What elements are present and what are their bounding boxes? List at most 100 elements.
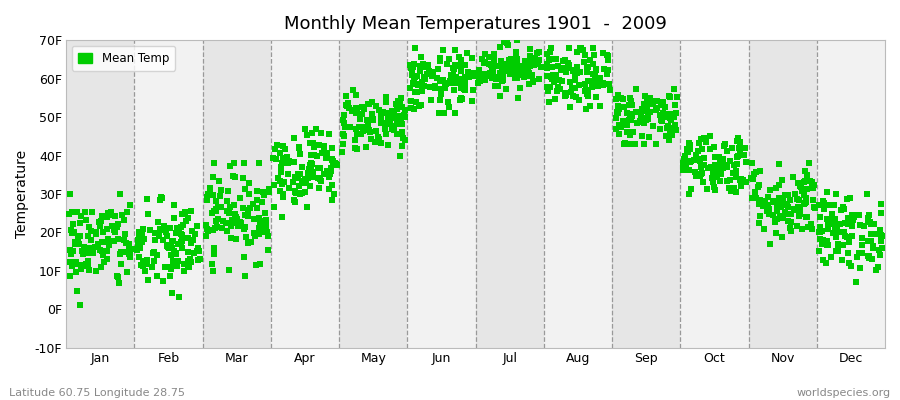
Point xyxy=(82,224,96,230)
Point xyxy=(122,247,136,253)
Point xyxy=(373,107,387,113)
Point xyxy=(670,127,684,133)
Point xyxy=(210,224,224,230)
Point xyxy=(786,174,800,180)
Point xyxy=(211,216,225,223)
Point xyxy=(385,125,400,132)
Point xyxy=(578,88,592,95)
Point xyxy=(175,232,189,238)
Point xyxy=(728,189,742,195)
Point xyxy=(511,64,526,71)
Point xyxy=(199,222,213,229)
Point xyxy=(661,122,675,129)
Point xyxy=(135,230,149,236)
Point xyxy=(328,160,342,167)
Point xyxy=(700,186,715,192)
Point xyxy=(659,111,673,117)
Point xyxy=(313,165,328,171)
Point xyxy=(389,101,403,108)
Point xyxy=(184,208,198,214)
Point xyxy=(139,258,153,265)
Point xyxy=(639,117,653,123)
Point xyxy=(122,251,137,257)
Point xyxy=(661,125,675,132)
Point xyxy=(568,84,582,91)
Point xyxy=(544,45,558,51)
Point xyxy=(361,100,375,107)
Point xyxy=(806,179,820,186)
Point xyxy=(410,89,424,95)
Point xyxy=(857,222,871,229)
Point xyxy=(464,69,479,76)
Point xyxy=(362,127,376,133)
Point xyxy=(338,93,353,99)
Point xyxy=(484,75,499,81)
Point xyxy=(695,170,709,176)
Point xyxy=(378,126,392,132)
Point xyxy=(779,202,794,208)
Point xyxy=(184,258,199,265)
Point xyxy=(516,68,530,75)
Point xyxy=(778,211,792,217)
Point xyxy=(396,135,410,142)
Point xyxy=(617,122,632,128)
Point xyxy=(350,131,365,137)
Point xyxy=(688,172,703,179)
Point xyxy=(831,242,845,248)
Point xyxy=(392,152,407,159)
Point xyxy=(496,72,510,78)
Point xyxy=(510,58,525,65)
Point xyxy=(281,171,295,177)
Point xyxy=(146,250,160,256)
Point xyxy=(227,220,241,226)
Point xyxy=(837,229,851,235)
Bar xyxy=(749,40,817,348)
Point xyxy=(398,136,412,143)
Point xyxy=(275,180,290,187)
Point xyxy=(509,37,524,43)
Point xyxy=(436,110,451,116)
Point xyxy=(336,116,350,123)
Point xyxy=(474,72,489,79)
Point xyxy=(397,112,411,118)
Point xyxy=(842,239,856,245)
Bar xyxy=(271,40,339,348)
Point xyxy=(482,61,497,67)
Point xyxy=(665,125,680,132)
Point xyxy=(608,126,623,133)
Point xyxy=(732,145,746,152)
Point xyxy=(298,125,312,132)
Point xyxy=(251,214,266,221)
Point xyxy=(625,112,639,119)
Point xyxy=(426,69,440,76)
Point xyxy=(295,163,310,170)
Point xyxy=(816,206,831,213)
Point xyxy=(305,130,320,136)
Point xyxy=(694,164,708,170)
Point xyxy=(587,52,601,58)
Point xyxy=(698,154,712,161)
Point xyxy=(317,143,331,149)
Point xyxy=(64,226,78,233)
Point xyxy=(65,263,79,269)
Point xyxy=(610,109,625,116)
Point xyxy=(693,156,707,162)
Point xyxy=(445,74,459,81)
Point xyxy=(770,185,784,191)
Point xyxy=(169,262,184,269)
Point xyxy=(410,82,425,89)
Point xyxy=(783,225,797,231)
Point xyxy=(771,160,786,167)
Point xyxy=(581,78,596,84)
Point xyxy=(322,186,337,192)
Point xyxy=(628,141,643,147)
Point xyxy=(542,99,556,105)
Point xyxy=(191,256,205,263)
Point xyxy=(667,114,681,120)
Point xyxy=(580,93,595,99)
Point xyxy=(653,102,668,108)
Point xyxy=(390,117,404,124)
Point xyxy=(356,124,371,130)
Point xyxy=(82,244,96,251)
Point xyxy=(492,44,507,50)
